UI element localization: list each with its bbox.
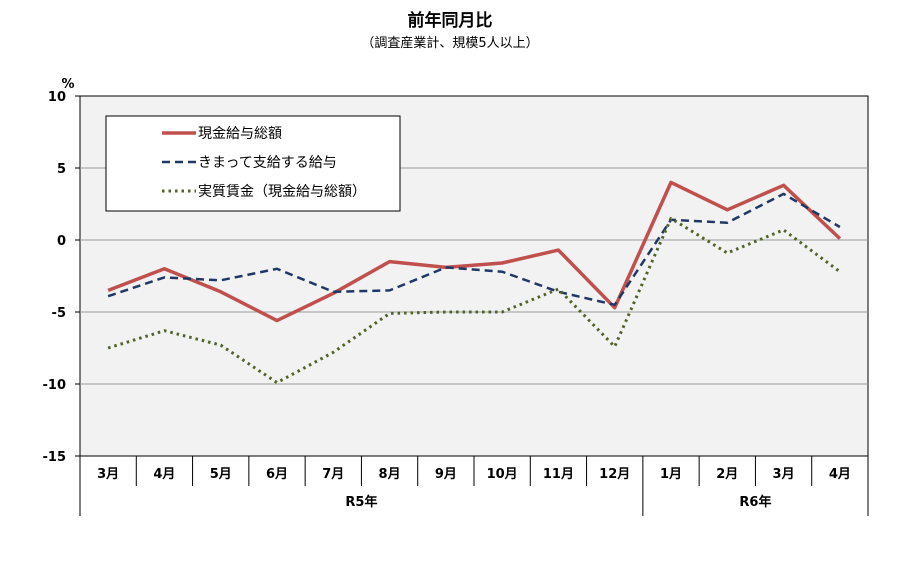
series-line xyxy=(107,192,841,307)
x-tick-label: 12月 xyxy=(599,467,630,482)
y-tick-label: -15 xyxy=(43,450,67,465)
x-tick-label: 9月 xyxy=(435,467,457,482)
x-tick-label: 2月 xyxy=(716,467,738,482)
series-line xyxy=(107,180,842,323)
y-tick-label: -5 xyxy=(52,306,66,321)
x-tick-label: 8月 xyxy=(379,467,401,482)
x-tick-label: 6月 xyxy=(266,467,288,482)
y-tick-label: 5 xyxy=(57,162,66,177)
chart-title: 前年同月比 xyxy=(407,11,493,31)
x-tick-label: 3月 xyxy=(773,467,795,482)
y-tick-label: 10 xyxy=(48,90,66,105)
y-tick-label: 0 xyxy=(57,234,66,249)
y-axis-unit-label: % xyxy=(61,77,74,92)
legend-label: きまって支給する給与 xyxy=(198,155,337,171)
x-tick-label: 11月 xyxy=(543,467,574,482)
legend-label: 現金給与総額 xyxy=(198,126,282,142)
year-group-label: R6年 xyxy=(739,494,771,510)
x-tick-label: 10月 xyxy=(487,467,518,482)
y-axis: 10 5 0 -5 -10 -15 xyxy=(43,90,80,465)
x-tick-label: 1月 xyxy=(660,467,682,482)
x-tick-label: 4月 xyxy=(153,467,175,482)
x-tick-label: 3月 xyxy=(97,467,119,482)
chart-subtitle: （調査産業計、規模5人以上） xyxy=(361,36,539,51)
x-axis: 3月 4月 5月 6月 7月 8月 9月 10月 11月 12月 1月 2月 3月 4月 R5年 R6年 xyxy=(79,456,869,516)
x-tick-label: 7月 xyxy=(322,467,344,482)
y-tick-label: -10 xyxy=(43,378,67,393)
series-lines xyxy=(107,180,842,385)
x-tick-label: 5月 xyxy=(210,467,232,482)
legend-box xyxy=(105,115,401,212)
year-group-label: R5年 xyxy=(345,494,377,510)
legend-label: 実質賃金（現金給与総額） xyxy=(198,184,366,200)
x-tick-label: 4月 xyxy=(829,467,851,482)
